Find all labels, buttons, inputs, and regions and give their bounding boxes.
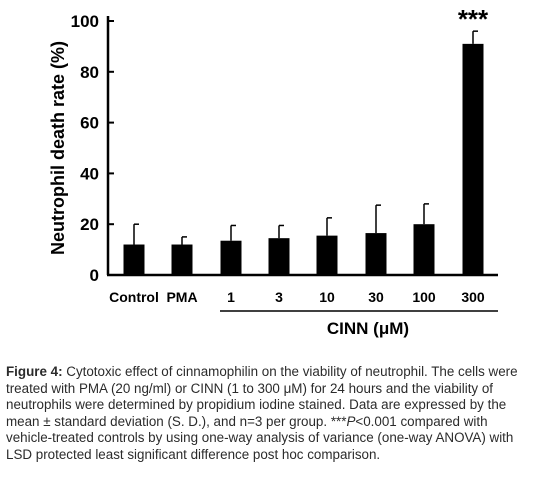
group-label: CINN (μM) [327, 319, 409, 338]
caption-label: Figure 4: [6, 364, 63, 379]
x-tick-label: 100 [412, 289, 436, 305]
x-tick-label: 1 [227, 289, 235, 305]
bar [123, 244, 145, 275]
bar [462, 43, 484, 275]
x-tick-label: 10 [319, 289, 335, 305]
y-axis-label: Neutrophil death rate (%) [48, 41, 68, 255]
caption-text-1: Cytotoxic effect of cinnamophilin on the… [6, 364, 518, 429]
caption-text-2: <0.001 compared with vehicle-treated con… [6, 413, 514, 462]
figure-caption: Figure 4: Cytotoxic effect of cinnamophi… [6, 364, 531, 463]
significance-marker: *** [458, 4, 489, 34]
x-axis-tick-labels: Control PMA 1 3 10 30 100 300 [109, 289, 485, 305]
y-tick-label: 60 [80, 114, 99, 133]
bar [365, 233, 387, 275]
y-tick-label: 80 [80, 63, 99, 82]
bar-chart: Neutrophil death rate (%) 0 20 40 60 80 100 *… [48, 4, 498, 338]
bar [413, 224, 435, 275]
x-tick-label: Control [109, 289, 159, 305]
y-tick-label: 40 [80, 164, 99, 183]
bar [316, 235, 338, 275]
y-tick-label: 20 [80, 215, 99, 234]
x-tick-label: 30 [368, 289, 384, 305]
y-tick-label: 0 [90, 266, 99, 285]
bars: *** [123, 4, 489, 275]
y-tick-label: 100 [71, 12, 99, 31]
x-tick-label: 300 [461, 289, 485, 305]
bar [171, 244, 193, 275]
bar [220, 240, 242, 275]
caption-p-italic: P [346, 413, 356, 429]
x-tick-label: PMA [166, 289, 197, 305]
y-axis-ticks: 0 20 40 60 80 100 [71, 12, 114, 285]
bar [268, 238, 290, 275]
x-tick-label: 3 [275, 289, 283, 305]
